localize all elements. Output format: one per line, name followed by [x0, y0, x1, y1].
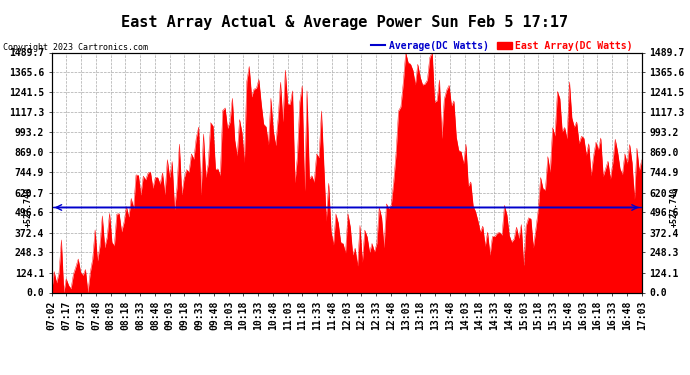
Text: +527.740: +527.740	[670, 188, 679, 228]
Text: East Array Actual & Average Power Sun Feb 5 17:17: East Array Actual & Average Power Sun Fe…	[121, 15, 569, 30]
Text: Copyright 2023 Cartronics.com: Copyright 2023 Cartronics.com	[3, 43, 148, 52]
Text: +527.740: +527.740	[23, 188, 32, 228]
Legend: Average(DC Watts), East Array(DC Watts): Average(DC Watts), East Array(DC Watts)	[367, 37, 637, 54]
